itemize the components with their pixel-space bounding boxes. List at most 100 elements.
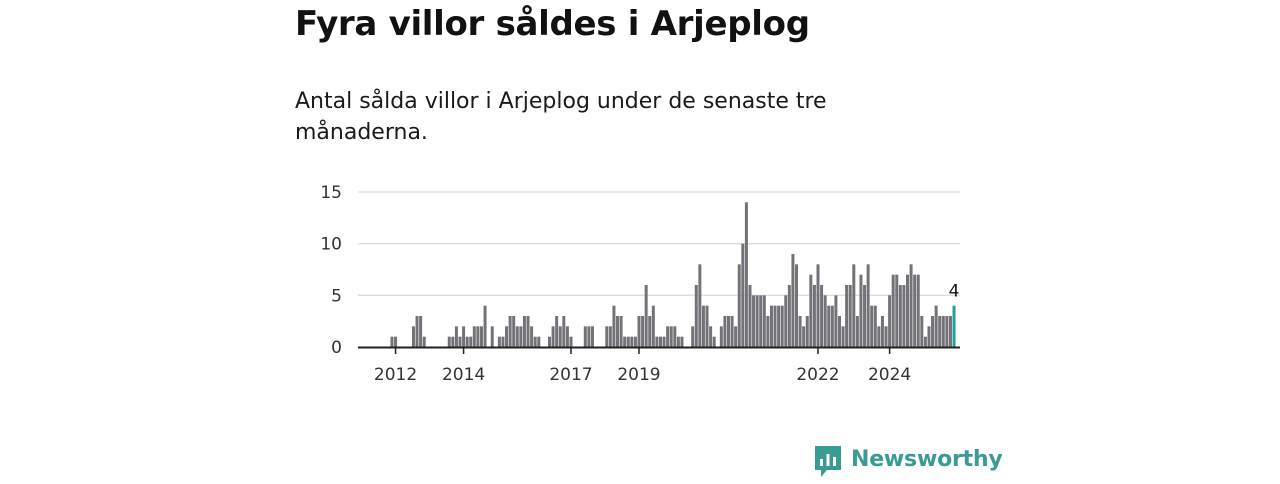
bar <box>698 264 702 347</box>
bar <box>945 316 949 347</box>
bar <box>623 336 627 347</box>
bar <box>834 295 838 347</box>
bar <box>422 336 426 347</box>
x-tick-label: 2012 <box>374 365 417 385</box>
bar <box>605 326 609 347</box>
bar <box>888 295 892 347</box>
bar <box>533 336 537 347</box>
bar <box>390 336 394 347</box>
bar <box>744 202 748 347</box>
bar <box>394 336 398 347</box>
bar <box>680 336 684 347</box>
bar <box>465 336 469 347</box>
bar <box>705 305 709 347</box>
bar <box>845 285 849 347</box>
bar <box>712 336 716 347</box>
bar <box>798 316 802 347</box>
bar <box>737 264 741 347</box>
bar <box>948 316 952 347</box>
x-tick-label: 2014 <box>442 365 485 385</box>
bar <box>719 326 723 347</box>
bar <box>837 316 841 347</box>
bar <box>669 326 673 347</box>
bar <box>551 326 555 347</box>
bar <box>497 336 501 347</box>
bar <box>558 326 562 347</box>
bar <box>447 336 451 347</box>
bar <box>658 336 662 347</box>
bar <box>501 336 505 347</box>
x-tick-label: 2017 <box>549 365 592 385</box>
bar <box>866 264 870 347</box>
bar <box>479 326 483 347</box>
chart-subtitle: Antal sålda villor i Arjeplog under de s… <box>295 89 827 145</box>
bar <box>734 326 738 347</box>
bar <box>902 285 906 347</box>
bar <box>415 316 419 347</box>
bar <box>848 285 852 347</box>
bar <box>555 316 559 347</box>
bar <box>766 316 770 347</box>
bar <box>637 316 641 347</box>
bar <box>934 305 938 347</box>
bar <box>587 326 591 347</box>
bar <box>451 336 455 347</box>
bar <box>909 264 913 347</box>
chart-title: Fyra villor såldes i Arjeplog <box>295 4 810 44</box>
bar <box>530 326 534 347</box>
bar <box>802 326 806 347</box>
bar <box>641 316 645 347</box>
bar <box>505 326 509 347</box>
bar <box>565 326 569 347</box>
bar <box>895 274 899 347</box>
bar <box>920 316 924 347</box>
bar <box>476 326 480 347</box>
bar <box>676 336 680 347</box>
bar <box>812 285 816 347</box>
bar <box>777 305 781 347</box>
bar <box>616 316 620 347</box>
bar <box>830 305 834 347</box>
x-tick-label: 2019 <box>617 365 660 385</box>
bar <box>723 316 727 347</box>
bar <box>877 326 881 347</box>
bar <box>748 285 752 347</box>
bar <box>562 316 566 347</box>
bar <box>662 336 666 347</box>
bar <box>891 274 895 347</box>
bar <box>666 326 670 347</box>
bar <box>752 295 756 347</box>
bar <box>651 305 655 347</box>
bar <box>694 285 698 347</box>
newsworthy-chart-icon <box>815 446 841 477</box>
bar <box>855 316 859 347</box>
bar <box>769 305 773 347</box>
x-tick-label: 2022 <box>796 365 839 385</box>
bar <box>780 305 784 347</box>
bar <box>630 336 634 347</box>
bar <box>809 274 813 347</box>
newsworthy-logo[interactable]: Newsworthy <box>813 444 1003 482</box>
bar <box>644 285 648 347</box>
bar <box>870 305 874 347</box>
bar <box>537 336 541 347</box>
brand-name: Newsworthy <box>851 447 1003 472</box>
bar <box>673 326 677 347</box>
bar <box>898 285 902 347</box>
bar <box>784 295 788 347</box>
bar <box>841 326 845 347</box>
bar-latest <box>952 305 956 347</box>
y-tick-label: 10 <box>320 235 342 255</box>
bar <box>727 316 730 347</box>
bar <box>626 336 630 347</box>
bar <box>859 274 863 347</box>
bar <box>820 285 824 347</box>
bar <box>730 316 734 347</box>
bar <box>526 316 530 347</box>
bar <box>762 295 766 347</box>
bar <box>880 316 884 347</box>
bar <box>884 326 888 347</box>
bar <box>454 326 458 347</box>
bar <box>791 254 795 347</box>
